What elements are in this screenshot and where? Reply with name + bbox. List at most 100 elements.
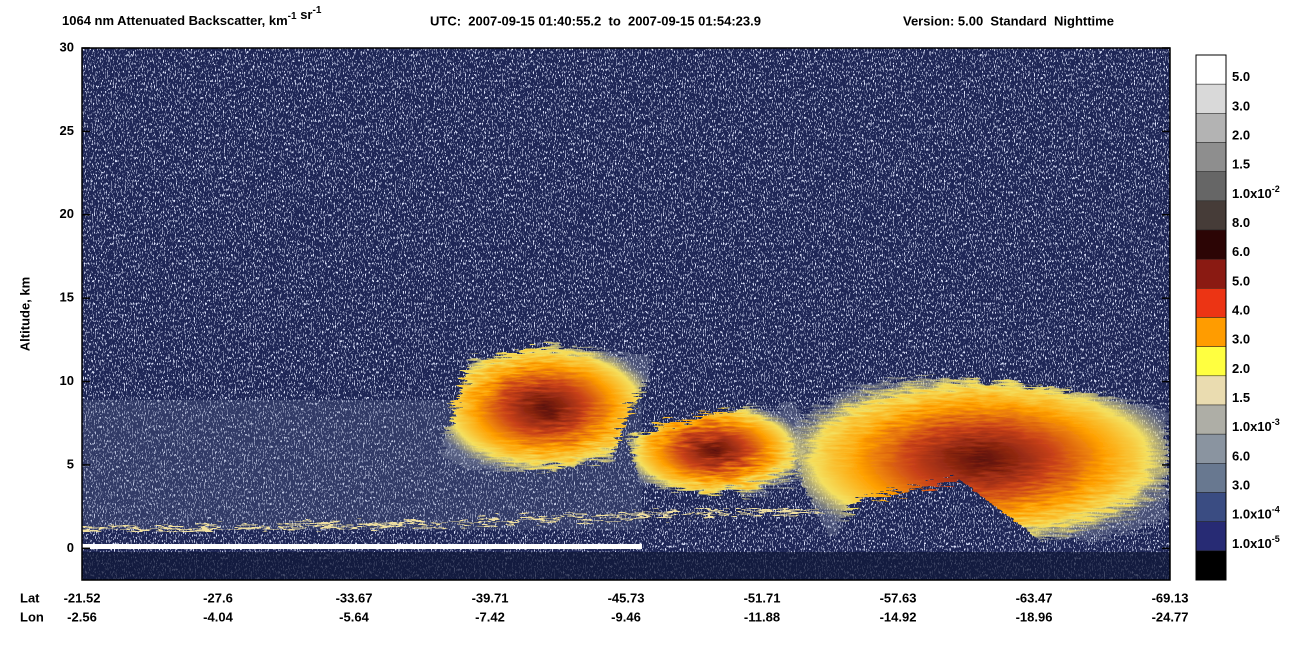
colorbar-label-text: 6.0 bbox=[1232, 449, 1250, 464]
title-superscript: -1 bbox=[312, 5, 321, 16]
colorbar-label-text: 3.0 bbox=[1232, 478, 1250, 493]
colorbar-label-exponent: -5 bbox=[1272, 534, 1280, 544]
y-tick-label: 15 bbox=[60, 290, 74, 305]
colorbar-label: 1.0x10-2 bbox=[1232, 184, 1280, 201]
colorbar-label: 2.0 bbox=[1232, 361, 1250, 376]
colorbar-label: 6.0 bbox=[1232, 449, 1250, 464]
colorbar-swatch bbox=[1195, 171, 1227, 202]
chart-title: 1064 nm Attenuated Backscatter, km-1 sr-… bbox=[62, 5, 322, 29]
colorbar-label: 1.0x10-4 bbox=[1232, 505, 1280, 522]
colorbar-label: 1.0x10-3 bbox=[1232, 418, 1280, 435]
colorbar-label: 2.0 bbox=[1232, 128, 1250, 143]
colorbar-swatch bbox=[1195, 521, 1227, 552]
colorbar-swatch bbox=[1195, 550, 1227, 581]
colorbar-label-text: 2.0 bbox=[1232, 361, 1250, 376]
time-range: UTC: 2007-09-15 01:40:55.2 to 2007-09-15… bbox=[430, 13, 761, 28]
colorbar-swatch bbox=[1195, 317, 1227, 347]
colorbar-label-text: 1.5 bbox=[1232, 390, 1250, 405]
colorbar-swatch bbox=[1195, 404, 1227, 435]
x-tick-label: -9.46 bbox=[611, 609, 641, 624]
x-tick-label: -27.6 bbox=[203, 590, 233, 605]
x-row-name: Lon bbox=[20, 609, 44, 624]
colorbar-label-text: 8.0 bbox=[1232, 215, 1250, 230]
y-tick-label: 0 bbox=[67, 540, 74, 555]
colorbar-label-text: 5.0 bbox=[1232, 70, 1250, 85]
colorbar-swatch bbox=[1195, 463, 1227, 493]
x-tick-label: -7.42 bbox=[475, 609, 505, 624]
y-tick-label: 10 bbox=[60, 373, 74, 388]
cloud bbox=[795, 378, 1168, 540]
colorbar-label-text: 5.0 bbox=[1232, 274, 1250, 289]
title-text: sr bbox=[297, 7, 313, 22]
y-tick-label: 30 bbox=[60, 39, 74, 54]
cloud bbox=[628, 405, 800, 495]
x-tick-label: -45.73 bbox=[608, 590, 645, 605]
colorbar-label-text: 6.0 bbox=[1232, 245, 1250, 260]
x-tick-label: -18.96 bbox=[1016, 609, 1053, 624]
colorbar-label-text: 4.0 bbox=[1232, 303, 1250, 318]
colorbar-swatch bbox=[1195, 492, 1227, 522]
colorbar-label-text: 1.0x10 bbox=[1232, 186, 1272, 201]
x-tick-label: -14.92 bbox=[880, 609, 917, 624]
surface-return bbox=[82, 544, 642, 549]
colorbar-label: 1.5 bbox=[1232, 390, 1250, 405]
colorbar-label-text: 1.0x10 bbox=[1232, 536, 1272, 551]
colorbar-label: 3.0 bbox=[1232, 478, 1250, 493]
colorbar-label-exponent: -3 bbox=[1272, 418, 1280, 428]
colorbar-swatch bbox=[1195, 54, 1227, 85]
low-layer bbox=[82, 508, 821, 532]
colorbar-label-text: 3.0 bbox=[1232, 332, 1250, 347]
colorbar-label: 3.0 bbox=[1232, 99, 1250, 114]
colorbar-swatch bbox=[1195, 433, 1227, 464]
subsurface bbox=[82, 552, 1170, 580]
x-tick-label: -39.71 bbox=[472, 590, 509, 605]
x-row-name: Lat bbox=[20, 590, 40, 605]
colorbar-swatch bbox=[1195, 142, 1227, 172]
y-tick-label: 5 bbox=[67, 456, 74, 471]
y-tick-label: 20 bbox=[60, 206, 74, 221]
plot-frame bbox=[81, 47, 1171, 581]
x-tick-label: -5.64 bbox=[339, 609, 369, 624]
x-tick-label: -21.52 bbox=[64, 590, 101, 605]
colorbar-swatch bbox=[1195, 200, 1227, 231]
colorbar-label: 5.0 bbox=[1232, 70, 1250, 85]
colorbar-label: 8.0 bbox=[1232, 215, 1250, 230]
colorbar-label: 6.0 bbox=[1232, 245, 1250, 260]
y-tick-label: 25 bbox=[60, 123, 74, 138]
x-tick-label: -51.71 bbox=[744, 590, 781, 605]
colorbar-label: 1.0x10-5 bbox=[1232, 534, 1280, 551]
colorbar-swatch bbox=[1195, 83, 1227, 114]
colorbar-label-exponent: -4 bbox=[1272, 505, 1280, 515]
colorbar-label-text: 3.0 bbox=[1232, 99, 1250, 114]
x-tick-label: -69.13 bbox=[1152, 590, 1189, 605]
colorbar-swatch bbox=[1195, 258, 1227, 289]
y-axis-label: Altitude, km bbox=[17, 277, 32, 351]
x-tick-label: -11.88 bbox=[744, 609, 780, 624]
plot-area bbox=[82, 48, 1170, 580]
x-tick-label: -57.63 bbox=[880, 590, 917, 605]
colorbar-label-text: 1.0x10 bbox=[1232, 507, 1272, 522]
clouds bbox=[440, 345, 1168, 540]
colorbar-label: 4.0 bbox=[1232, 303, 1250, 318]
x-tick-label: -63.47 bbox=[1016, 590, 1053, 605]
colorbar-swatch bbox=[1195, 113, 1227, 143]
title-superscript: -1 bbox=[288, 11, 297, 22]
colorbar-label: 5.0 bbox=[1232, 274, 1250, 289]
colorbar-label-exponent: -2 bbox=[1272, 184, 1280, 194]
x-tick-label: -2.56 bbox=[67, 609, 97, 624]
colorbar-label-text: 2.0 bbox=[1232, 128, 1250, 143]
colorbar-swatch bbox=[1195, 288, 1227, 318]
x-tick-label: -4.04 bbox=[203, 609, 233, 624]
colorbar-label: 1.5 bbox=[1232, 157, 1250, 172]
colorbar-label-text: 1.0x10 bbox=[1232, 420, 1272, 435]
colorbar-swatch bbox=[1195, 229, 1227, 260]
colorbar-label-text: 1.5 bbox=[1232, 157, 1250, 172]
version: Version: 5.00 Standard Nighttime bbox=[903, 13, 1114, 28]
colorbar-frame bbox=[1195, 54, 1227, 581]
colorbar-swatch bbox=[1195, 346, 1227, 377]
title-text: 1064 nm Attenuated Backscatter, km bbox=[62, 13, 288, 28]
colorbar-label: 3.0 bbox=[1232, 332, 1250, 347]
colorbar-swatch bbox=[1195, 375, 1227, 406]
x-tick-label: -33.67 bbox=[336, 590, 373, 605]
